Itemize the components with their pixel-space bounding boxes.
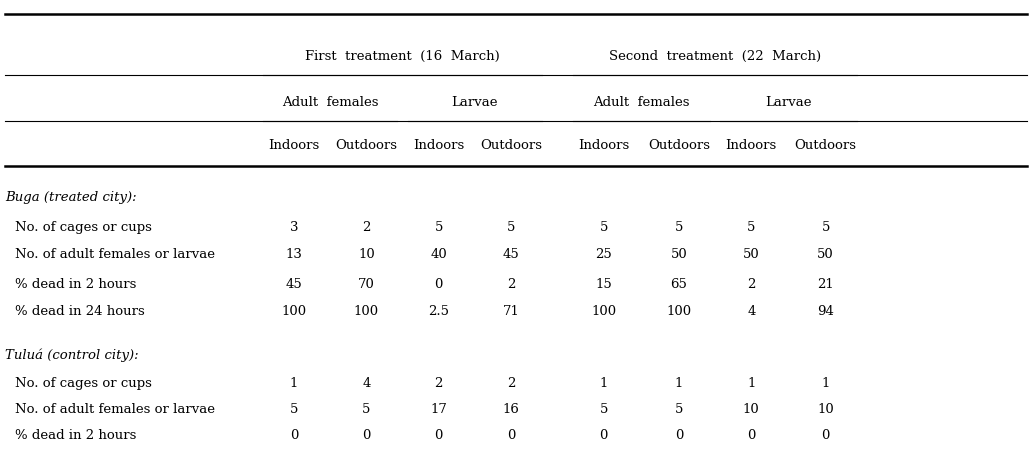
Text: 5: 5	[600, 221, 608, 234]
Text: 21: 21	[817, 278, 834, 291]
Text: Indoors: Indoors	[578, 139, 630, 152]
Text: % dead in 24 hours: % dead in 24 hours	[15, 305, 146, 318]
Text: 100: 100	[354, 305, 379, 318]
Text: Larvae: Larvae	[765, 96, 812, 109]
Text: 5: 5	[507, 221, 515, 234]
Text: % dead in 2 hours: % dead in 2 hours	[15, 278, 137, 291]
Text: 100: 100	[667, 305, 691, 318]
Text: 0: 0	[362, 430, 370, 442]
Text: No. of adult females or larvae: No. of adult females or larvae	[15, 403, 216, 416]
Text: Indoors: Indoors	[268, 139, 320, 152]
Text: Second  treatment  (22  March): Second treatment (22 March)	[609, 51, 820, 63]
Text: Outdoors: Outdoors	[480, 139, 542, 152]
Text: 1: 1	[747, 377, 755, 389]
Text: 71: 71	[503, 305, 519, 318]
Text: 1: 1	[821, 377, 830, 389]
Text: 5: 5	[747, 221, 755, 234]
Text: 70: 70	[358, 278, 375, 291]
Text: 2: 2	[507, 377, 515, 389]
Text: 40: 40	[430, 248, 447, 261]
Text: 45: 45	[503, 248, 519, 261]
Text: 50: 50	[817, 248, 834, 261]
Text: 0: 0	[600, 430, 608, 442]
Text: 3: 3	[290, 221, 298, 234]
Text: 0: 0	[747, 430, 755, 442]
Text: 17: 17	[430, 403, 447, 416]
Text: No. of cages or cups: No. of cages or cups	[15, 377, 153, 389]
Text: 1: 1	[290, 377, 298, 389]
Text: Indoors: Indoors	[725, 139, 777, 152]
Text: 2: 2	[362, 221, 370, 234]
Text: 2: 2	[507, 278, 515, 291]
Text: First  treatment  (16  March): First treatment (16 March)	[305, 51, 499, 63]
Text: Tuluá (control city):: Tuluá (control city):	[5, 348, 138, 362]
Text: 10: 10	[743, 403, 760, 416]
Text: 10: 10	[817, 403, 834, 416]
Text: 0: 0	[507, 430, 515, 442]
Text: 5: 5	[600, 403, 608, 416]
Text: 16: 16	[503, 403, 519, 416]
Text: No. of cages or cups: No. of cages or cups	[15, 221, 153, 234]
Text: Buga (treated city):: Buga (treated city):	[5, 192, 137, 204]
Text: 2: 2	[434, 377, 443, 389]
Text: 1: 1	[675, 377, 683, 389]
Text: Adult  females: Adult females	[282, 96, 379, 109]
Text: 94: 94	[817, 305, 834, 318]
Text: 2.5: 2.5	[428, 305, 449, 318]
Text: 65: 65	[671, 278, 687, 291]
Text: 50: 50	[743, 248, 760, 261]
Text: 1: 1	[600, 377, 608, 389]
Text: 2: 2	[747, 278, 755, 291]
Text: 5: 5	[362, 403, 370, 416]
Text: 100: 100	[282, 305, 307, 318]
Text: No. of adult females or larvae: No. of adult females or larvae	[15, 248, 216, 261]
Text: 4: 4	[747, 305, 755, 318]
Text: 13: 13	[286, 248, 302, 261]
Text: 4: 4	[362, 377, 370, 389]
Text: 5: 5	[290, 403, 298, 416]
Text: 0: 0	[290, 430, 298, 442]
Text: 25: 25	[595, 248, 612, 261]
Text: 0: 0	[434, 430, 443, 442]
Text: 50: 50	[671, 248, 687, 261]
Text: Adult  females: Adult females	[593, 96, 689, 109]
Text: 100: 100	[591, 305, 616, 318]
Text: % dead in 2 hours: % dead in 2 hours	[15, 430, 137, 442]
Text: 0: 0	[434, 278, 443, 291]
Text: 0: 0	[675, 430, 683, 442]
Text: 5: 5	[821, 221, 830, 234]
Text: Indoors: Indoors	[413, 139, 464, 152]
Text: 10: 10	[358, 248, 375, 261]
Text: Outdoors: Outdoors	[335, 139, 397, 152]
Text: 5: 5	[675, 221, 683, 234]
Text: 15: 15	[595, 278, 612, 291]
Text: 5: 5	[434, 221, 443, 234]
Text: Outdoors: Outdoors	[648, 139, 710, 152]
Text: 0: 0	[821, 430, 830, 442]
Text: Larvae: Larvae	[451, 96, 498, 109]
Text: Outdoors: Outdoors	[795, 139, 857, 152]
Text: 45: 45	[286, 278, 302, 291]
Text: 5: 5	[675, 403, 683, 416]
